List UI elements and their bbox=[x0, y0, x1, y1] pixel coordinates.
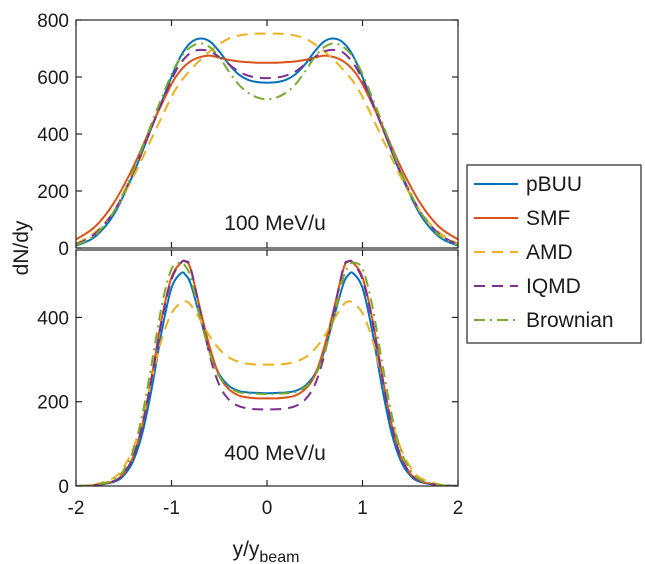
x-tick-label: -1 bbox=[163, 498, 180, 519]
y-tick-label: 0 bbox=[58, 239, 69, 260]
series-line-smf bbox=[76, 259, 458, 486]
x-axis-title-main: y/y bbox=[233, 538, 260, 561]
panel-1-curves bbox=[76, 32, 458, 247]
y-tick-label: 400 bbox=[37, 125, 69, 146]
series-line-brownian bbox=[76, 42, 458, 247]
series-line-pbuu bbox=[76, 271, 458, 486]
y-tick-label: 600 bbox=[37, 68, 69, 89]
legend-label-pbuu: pBUU bbox=[526, 173, 582, 196]
panels-layer: 0 200 400 600 800 100 MeV/u 0 200 400 400 MeV/u -2… bbox=[37, 11, 463, 519]
series-line-amd bbox=[76, 300, 458, 486]
x-axis-title: y/ybeam bbox=[233, 538, 300, 564]
series-line-brownian bbox=[76, 261, 458, 486]
series-line-smf bbox=[76, 54, 458, 241]
legend-label-brownian: Brownian bbox=[526, 309, 614, 332]
legend: pBUU SMF AMD IQMD Brownian bbox=[466, 164, 642, 344]
y-tick-label: 400 bbox=[37, 308, 69, 329]
panel-1-label: 100 MeV/u bbox=[224, 212, 326, 235]
panel-2-label: 400 MeV/u bbox=[224, 442, 326, 465]
y-tick-label: 800 bbox=[37, 11, 69, 32]
x-axis-title-subscript: beam bbox=[259, 549, 299, 564]
series-line-iqmd bbox=[76, 259, 458, 486]
legend-label-smf: SMF bbox=[526, 207, 570, 230]
y-tick-label: 200 bbox=[37, 393, 69, 414]
legend-label-iqmd: IQMD bbox=[526, 275, 581, 298]
x-tick-label: 1 bbox=[357, 498, 368, 519]
panel-2: 0 200 400 400 MeV/u bbox=[37, 249, 459, 498]
legend-label-amd: AMD bbox=[526, 241, 573, 264]
legend-box bbox=[466, 164, 642, 344]
panel-2-curves bbox=[76, 259, 458, 486]
panel-1: 0 200 400 600 800 100 MeV/u bbox=[37, 11, 459, 260]
x-tick-label: -2 bbox=[68, 498, 85, 519]
series-line-pbuu bbox=[76, 37, 458, 247]
x-tick-labels: -2 -1 0 1 2 bbox=[68, 498, 464, 519]
y-tick-label: 200 bbox=[37, 182, 69, 203]
y-axis-title: dN/dy bbox=[10, 220, 33, 275]
series-line-amd bbox=[76, 32, 458, 245]
x-tick-label: 2 bbox=[453, 498, 464, 519]
x-tick-label: 0 bbox=[262, 498, 273, 519]
y-tick-label: 0 bbox=[58, 477, 69, 498]
series-line-iqmd bbox=[76, 48, 458, 246]
